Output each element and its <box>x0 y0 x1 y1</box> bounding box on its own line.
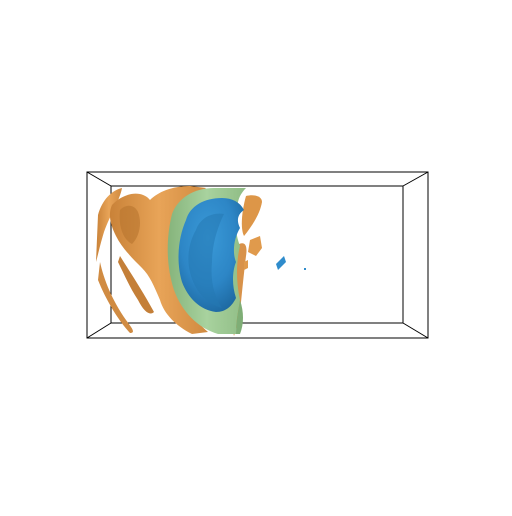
inner-isosurface <box>178 198 306 312</box>
bounding-box-inner <box>110 185 404 324</box>
bounding-box-edge-tl <box>86 171 112 187</box>
bounding-box <box>86 171 429 339</box>
bounding-box-outer <box>86 171 429 339</box>
bounding-box-edge-bl <box>86 322 112 339</box>
bounding-box-edge-br <box>402 322 429 339</box>
bounding-box-edge-tr <box>402 171 429 187</box>
